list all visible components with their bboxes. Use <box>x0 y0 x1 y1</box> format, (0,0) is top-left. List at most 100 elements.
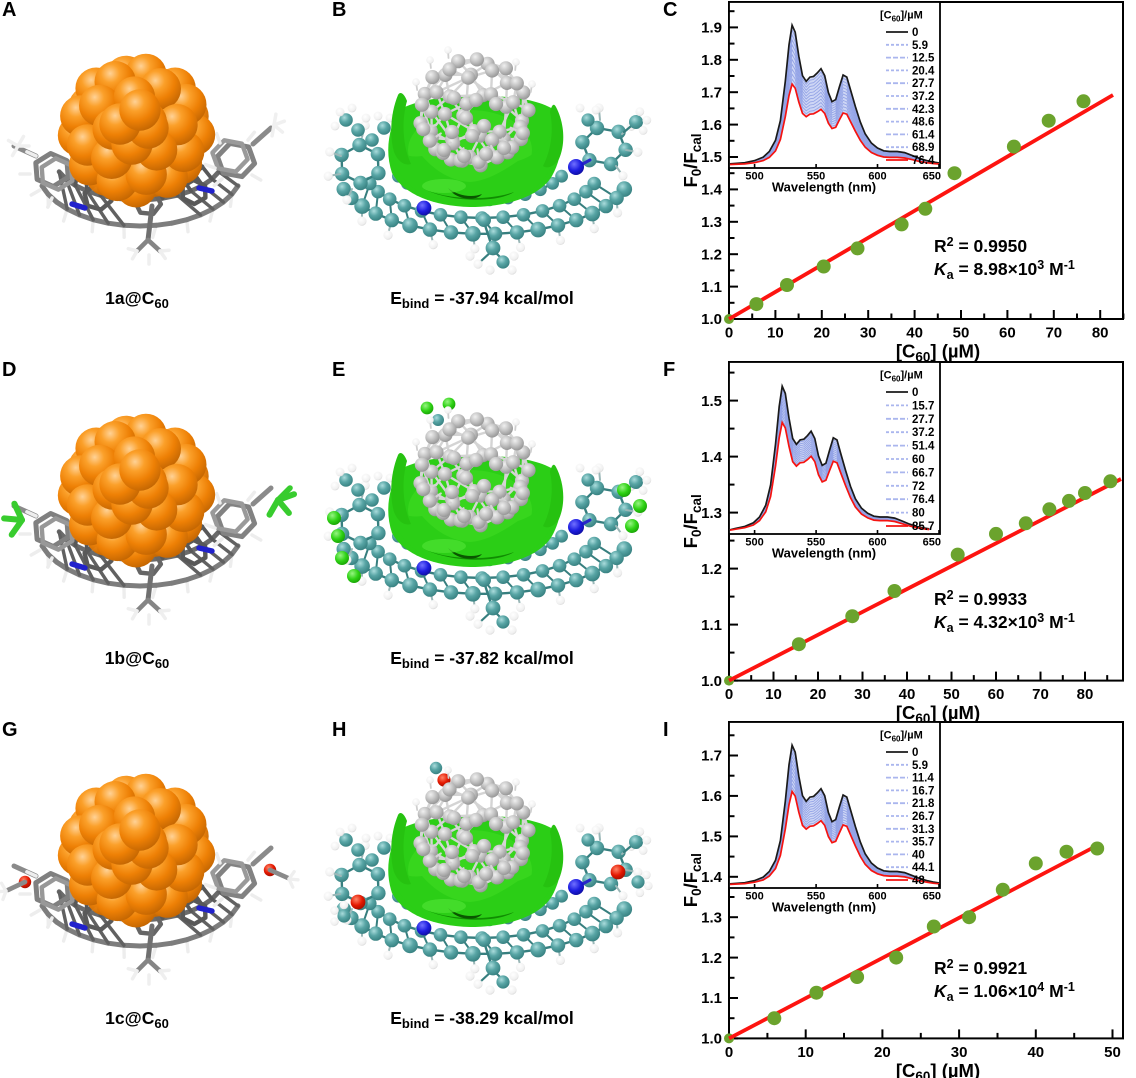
svg-text:48.6: 48.6 <box>912 117 934 129</box>
svg-text:30: 30 <box>860 325 877 342</box>
svg-text:35.7: 35.7 <box>912 837 934 849</box>
svg-text:550: 550 <box>807 537 825 549</box>
svg-text:Ka = 8.98×103 M-1: Ka = 8.98×103 M-1 <box>934 258 1075 282</box>
svg-text:[C60] (µM): [C60] (µM) <box>896 341 980 365</box>
svg-text:1.4: 1.4 <box>701 449 723 466</box>
svg-text:1.8: 1.8 <box>701 52 722 69</box>
svg-text:1.0: 1.0 <box>701 311 722 328</box>
svg-text:10: 10 <box>767 325 784 342</box>
svg-text:80: 80 <box>912 508 925 520</box>
svg-text:27.7: 27.7 <box>912 414 934 426</box>
svg-text:51.4: 51.4 <box>912 441 935 453</box>
svg-text:0: 0 <box>912 747 918 759</box>
svg-text:15.7: 15.7 <box>912 400 934 412</box>
svg-text:1.1: 1.1 <box>701 279 722 296</box>
svg-text:550: 550 <box>807 171 825 183</box>
svg-text:0: 0 <box>912 27 918 39</box>
svg-text:72: 72 <box>912 481 925 493</box>
svg-text:R2 = 0.9933: R2 = 0.9933 <box>934 588 1027 609</box>
svg-text:44.1: 44.1 <box>912 862 935 874</box>
svg-text:5.9: 5.9 <box>912 40 928 52</box>
svg-text:1.5: 1.5 <box>701 829 722 846</box>
svg-text:50: 50 <box>953 325 970 342</box>
svg-text:1a@C60: 1a@C60 <box>105 288 169 311</box>
svg-text:12.5: 12.5 <box>912 53 935 65</box>
svg-text:1.7: 1.7 <box>701 748 722 765</box>
svg-text:H: H <box>332 719 346 741</box>
svg-text:F0/Fcal: F0/Fcal <box>680 494 704 548</box>
svg-text:500: 500 <box>745 537 763 549</box>
svg-text:20: 20 <box>874 1044 891 1061</box>
svg-text:61.4: 61.4 <box>912 129 935 141</box>
svg-text:60: 60 <box>912 454 925 466</box>
svg-text:650: 650 <box>923 171 941 183</box>
svg-text:21.8: 21.8 <box>912 798 935 810</box>
svg-text:66.7: 66.7 <box>912 467 934 479</box>
svg-text:1.2: 1.2 <box>701 950 722 967</box>
svg-text:1.0: 1.0 <box>701 673 722 690</box>
svg-text:500: 500 <box>745 891 763 903</box>
svg-text:0: 0 <box>725 325 733 342</box>
svg-text:1.4: 1.4 <box>701 869 723 886</box>
svg-text:1.3: 1.3 <box>701 214 722 231</box>
svg-text:76.4: 76.4 <box>912 494 935 506</box>
svg-text:650: 650 <box>923 537 941 549</box>
svg-text:Ka = 1.06×104 M-1: Ka = 1.06×104 M-1 <box>934 980 1075 1004</box>
svg-text:10: 10 <box>797 1044 814 1061</box>
svg-text:[C60]/µM: [C60]/µM <box>880 730 923 744</box>
svg-text:Ebind = -37.94 kcal/mol: Ebind = -37.94 kcal/mol <box>390 288 574 311</box>
svg-text:5.9: 5.9 <box>912 760 928 772</box>
svg-text:1.0: 1.0 <box>701 1031 722 1048</box>
svg-text:40: 40 <box>1027 1044 1044 1061</box>
svg-text:600: 600 <box>868 537 886 549</box>
svg-text:27.7: 27.7 <box>912 78 934 90</box>
svg-text:20.4: 20.4 <box>912 65 935 77</box>
svg-text:70: 70 <box>1032 686 1049 703</box>
svg-text:B: B <box>332 0 346 21</box>
svg-text:20: 20 <box>810 686 827 703</box>
svg-text:1.9: 1.9 <box>701 20 722 37</box>
svg-text:Wavelength (nm): Wavelength (nm) <box>772 546 876 561</box>
svg-text:80: 80 <box>1077 686 1094 703</box>
svg-text:650: 650 <box>923 891 941 903</box>
svg-text:1.3: 1.3 <box>701 909 722 926</box>
svg-text:R2 = 0.9950: R2 = 0.9950 <box>934 235 1027 256</box>
svg-text:0: 0 <box>725 686 733 703</box>
svg-text:0: 0 <box>912 387 918 399</box>
svg-text:60: 60 <box>999 325 1016 342</box>
svg-text:R2 = 0.9921: R2 = 0.9921 <box>934 957 1027 978</box>
svg-text:550: 550 <box>807 891 825 903</box>
svg-text:70: 70 <box>1045 325 1062 342</box>
svg-text:60: 60 <box>988 686 1005 703</box>
svg-text:1.6: 1.6 <box>701 117 722 134</box>
svg-text:[C60] (µM): [C60] (µM) <box>896 1060 980 1078</box>
svg-text:1.5: 1.5 <box>701 149 722 166</box>
svg-text:600: 600 <box>868 171 886 183</box>
svg-text:80: 80 <box>1092 325 1109 342</box>
svg-text:1.2: 1.2 <box>701 561 722 578</box>
svg-text:1.1: 1.1 <box>701 617 722 634</box>
svg-text:F0/Fcal: F0/Fcal <box>680 853 704 907</box>
svg-text:[C60]/µM: [C60]/µM <box>880 10 923 24</box>
svg-text:50: 50 <box>1104 1044 1121 1061</box>
svg-text:50: 50 <box>943 686 960 703</box>
svg-text:48: 48 <box>912 875 925 887</box>
svg-text:40: 40 <box>899 686 916 703</box>
svg-text:1.5: 1.5 <box>701 393 722 410</box>
svg-text:76.4: 76.4 <box>912 155 935 167</box>
svg-text:30: 30 <box>854 686 871 703</box>
svg-text:C: C <box>663 0 677 21</box>
svg-text:500: 500 <box>745 171 763 183</box>
svg-text:A: A <box>2 0 16 21</box>
svg-text:26.7: 26.7 <box>912 811 934 823</box>
svg-text:42.3: 42.3 <box>912 104 934 116</box>
svg-text:Wavelength (nm): Wavelength (nm) <box>772 180 876 195</box>
svg-text:600: 600 <box>868 891 886 903</box>
svg-text:0: 0 <box>725 1044 733 1061</box>
svg-text:1.7: 1.7 <box>701 84 722 101</box>
svg-text:F: F <box>663 359 675 381</box>
svg-text:1.6: 1.6 <box>701 788 722 805</box>
svg-text:11.4: 11.4 <box>912 773 934 785</box>
svg-text:10: 10 <box>765 686 782 703</box>
svg-text:68.9: 68.9 <box>912 142 934 154</box>
